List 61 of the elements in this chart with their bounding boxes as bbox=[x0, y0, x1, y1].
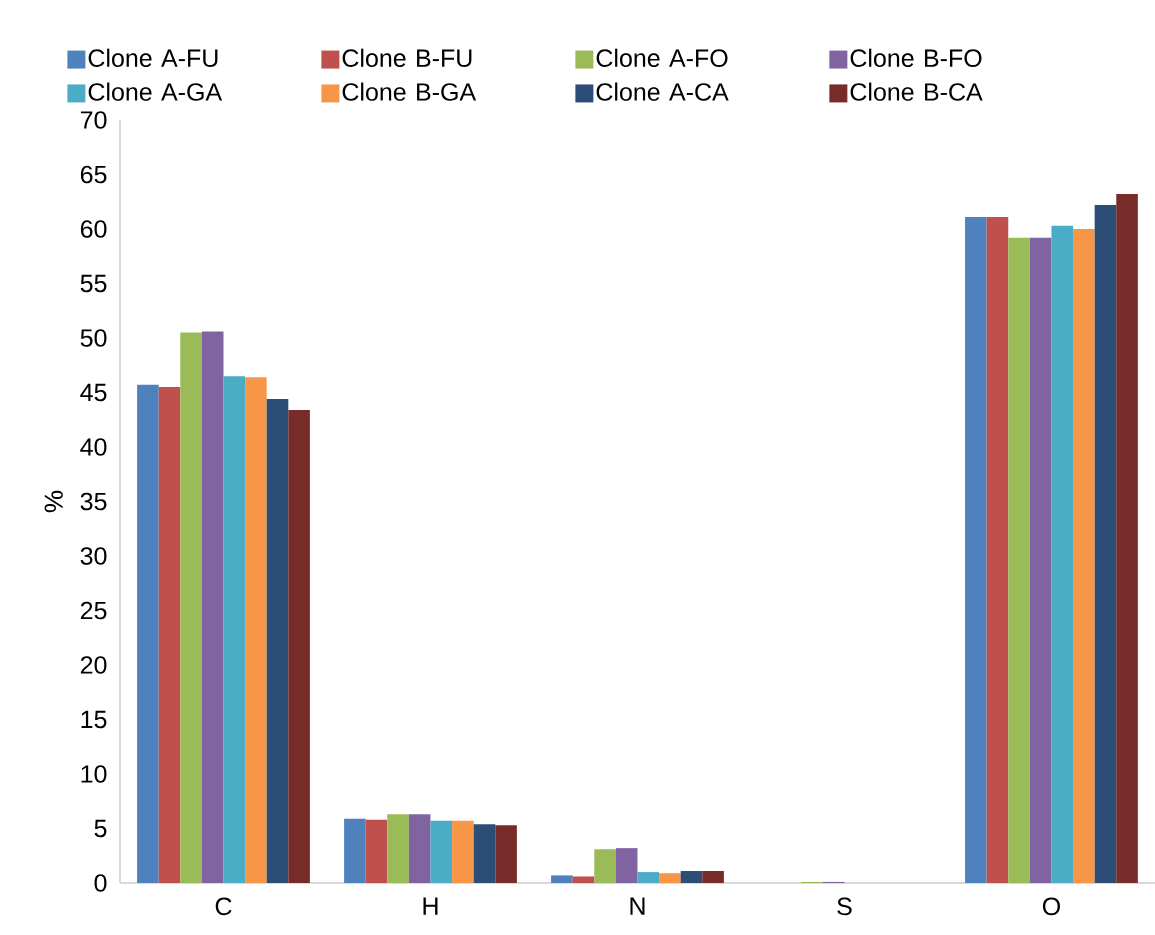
bar bbox=[965, 217, 987, 883]
y-axis-title: % bbox=[44, 490, 63, 513]
legend-label: Clone B-FU bbox=[342, 48, 472, 68]
y-tick-label: 5 bbox=[94, 819, 107, 838]
bar bbox=[288, 409, 310, 883]
x-tick-label: H bbox=[423, 897, 438, 915]
bar bbox=[266, 399, 289, 883]
bar bbox=[223, 376, 246, 883]
bar bbox=[659, 873, 681, 883]
bar bbox=[572, 876, 595, 883]
bar bbox=[637, 872, 660, 883]
bar bbox=[702, 871, 724, 883]
y-tick-label: 55 bbox=[80, 274, 107, 293]
x-tick-label: O bbox=[1042, 897, 1060, 916]
bar bbox=[986, 217, 1009, 883]
bar bbox=[615, 848, 638, 883]
bar bbox=[1051, 225, 1074, 883]
x-tick-label: S bbox=[837, 897, 852, 916]
y-tick-label: 65 bbox=[80, 165, 107, 184]
legend-label: Clone B-CA bbox=[850, 82, 983, 101]
bar bbox=[344, 818, 366, 883]
legend-label: Clone B-FO bbox=[850, 48, 982, 68]
bar bbox=[1029, 237, 1052, 883]
y-tick-label: 35 bbox=[80, 492, 107, 511]
y-tick-label: 20 bbox=[80, 656, 107, 674]
y-tick-label: 40 bbox=[80, 438, 107, 456]
bar bbox=[180, 332, 202, 883]
legend-label: Clone A-FU bbox=[88, 48, 218, 68]
bar bbox=[495, 825, 517, 883]
legend-label: Clone A-GA bbox=[88, 82, 223, 101]
bar bbox=[680, 871, 703, 883]
bar bbox=[387, 814, 409, 883]
bar bbox=[201, 331, 224, 883]
y-tick-label: 45 bbox=[80, 383, 107, 402]
y-tick-label: 0 bbox=[94, 874, 107, 892]
legend-label: Clone A-FO bbox=[596, 48, 728, 68]
bar bbox=[452, 820, 474, 883]
bar bbox=[1094, 205, 1117, 883]
y-tick-label: 60 bbox=[80, 220, 107, 238]
bar bbox=[430, 820, 453, 883]
y-tick-label: 50 bbox=[80, 329, 107, 347]
y-tick-label: 70 bbox=[80, 111, 107, 129]
bar bbox=[551, 875, 573, 883]
bar bbox=[158, 387, 181, 883]
bar bbox=[594, 849, 616, 883]
bar bbox=[1116, 194, 1138, 883]
y-tick-label: 10 bbox=[81, 765, 107, 783]
y-tick-label: 25 bbox=[80, 601, 107, 620]
x-tick-label: N bbox=[630, 897, 645, 915]
legend-label: Clone A-CA bbox=[596, 82, 729, 101]
bar bbox=[1073, 228, 1095, 883]
bar bbox=[1008, 237, 1030, 883]
bar bbox=[137, 384, 159, 883]
x-tick-label: C bbox=[215, 897, 232, 916]
bar bbox=[245, 377, 267, 883]
bar bbox=[365, 819, 388, 883]
bar bbox=[473, 824, 496, 883]
bar bbox=[408, 814, 431, 883]
legend-label: Clone B-GA bbox=[342, 82, 477, 101]
y-tick-label: 15 bbox=[81, 710, 107, 729]
y-tick-label: 30 bbox=[80, 547, 107, 565]
